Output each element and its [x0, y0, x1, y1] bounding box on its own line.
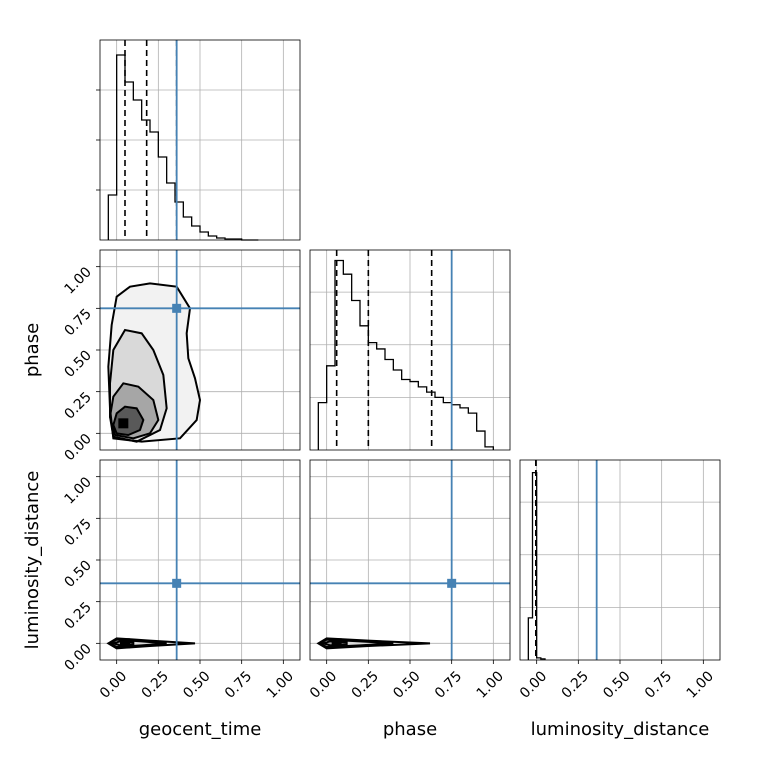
y-tick-label-luminosity_distance: 0.00	[61, 641, 94, 674]
contour-0	[319, 640, 348, 647]
joint-panel-phase_luminosity_distance	[310, 460, 510, 660]
y-axis-label-luminosity_distance: luminosity_distance	[22, 471, 43, 650]
panel-grid-phase	[310, 250, 510, 450]
contour-1	[317, 638, 394, 649]
x-tick-label-luminosity_distance: 0.75	[642, 668, 675, 701]
histogram-geocent_time	[107, 54, 259, 241]
x-tick-label-geocent_time: 0.00	[97, 668, 130, 701]
x-tick-label-geocent_time: 0.75	[222, 668, 255, 701]
histogram-phase	[317, 259, 494, 450]
truth-marker	[172, 303, 182, 313]
x-tick-label-phase: 0.25	[349, 668, 382, 701]
contour-2	[316, 637, 431, 650]
x-tick-label-geocent_time: 1.00	[264, 668, 297, 701]
x-tick-label-luminosity_distance: 0.50	[600, 668, 633, 701]
panel-frame-phase	[309, 249, 511, 451]
histogram-luminosity_distance	[527, 471, 546, 660]
contour-1	[107, 638, 167, 649]
truth-marker	[172, 578, 182, 588]
y-axis-label-phase: phase	[22, 323, 43, 377]
y-tick-label-phase: 0.75	[61, 306, 94, 339]
x-tick-label-geocent_time: 0.50	[180, 668, 213, 701]
x-axis-label-luminosity_distance: luminosity_distance	[531, 719, 710, 740]
x-tick-label-phase: 0.00	[307, 668, 340, 701]
y-tick-label-phase: 0.25	[61, 389, 94, 422]
joint-panel-geocent_time_luminosity_distance	[100, 460, 300, 660]
density-peak	[120, 638, 130, 649]
panel-grid-luminosity_distance	[520, 460, 720, 660]
y-tick-label-phase: 0.50	[61, 348, 94, 381]
contour-0	[112, 405, 145, 437]
panel-grid-geocent_time-luminosity_distance	[100, 460, 300, 660]
y-tick-label-luminosity_distance: 0.75	[61, 516, 94, 549]
y-tick-label-phase: 1.00	[61, 264, 94, 297]
y-tick-label-luminosity_distance: 0.25	[61, 599, 94, 632]
contour-2	[106, 637, 196, 650]
x-tick-label-phase: 0.50	[390, 668, 423, 701]
x-tick-label-luminosity_distance: 0.00	[517, 668, 550, 701]
x-axis-label-phase: phase	[383, 719, 437, 740]
panel-grid-phase-luminosity_distance	[310, 460, 510, 660]
x-axis-label-geocent_time: geocent_time	[139, 719, 262, 740]
y-tick-label-luminosity_distance: 1.00	[61, 474, 94, 507]
panel-frame-geocent_time	[99, 39, 301, 241]
truth-marker	[447, 578, 457, 588]
x-tick-label-geocent_time: 0.25	[139, 668, 172, 701]
panel-grid-geocent_time	[100, 40, 300, 240]
contour-0	[109, 640, 135, 647]
joint-panel-geocent_time_phase	[100, 250, 300, 450]
density-peak	[331, 638, 342, 649]
x-tick-label-luminosity_distance: 0.25	[559, 668, 592, 701]
contour-1	[108, 382, 160, 440]
y-tick-label-luminosity_distance: 0.50	[61, 558, 94, 591]
x-tick-label-luminosity_distance: 1.00	[684, 668, 717, 701]
x-tick-label-phase: 0.75	[432, 668, 465, 701]
y-tick-label-phase: 0.00	[61, 431, 94, 464]
x-tick-label-phase: 1.00	[474, 668, 507, 701]
density-peak	[118, 418, 129, 429]
